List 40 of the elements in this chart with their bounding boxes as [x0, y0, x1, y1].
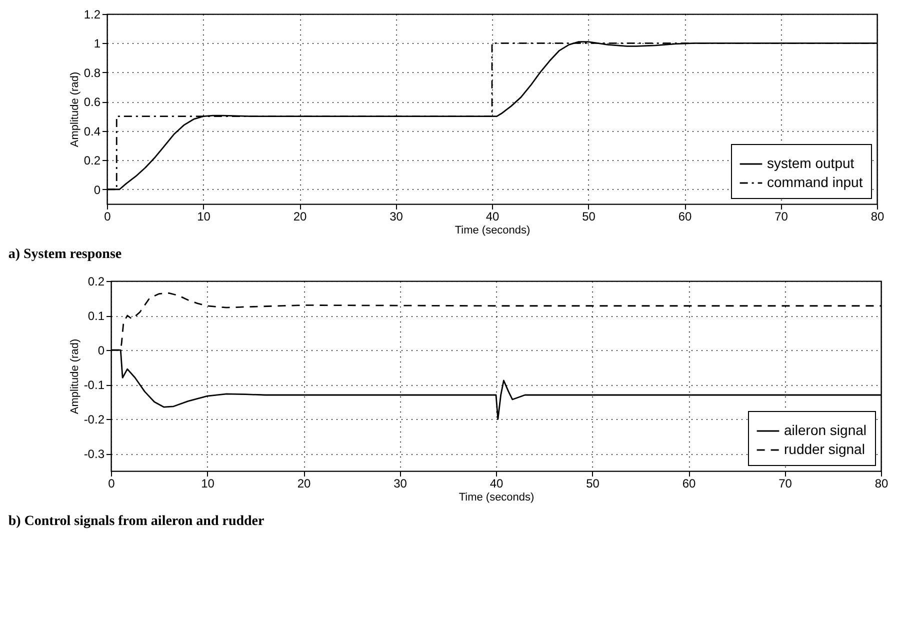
y-tick-label: -0.1 [84, 378, 105, 392]
x-tick-label: 10 [197, 210, 211, 224]
y-axis-title: Amplitude (rad) [68, 338, 81, 414]
x-tick-label: 50 [582, 210, 596, 224]
x-tick-label: 0 [108, 476, 116, 490]
x-tick-label: 80 [874, 476, 888, 490]
x-tick-label: 20 [293, 210, 307, 224]
x-tick-label: 70 [774, 210, 788, 224]
y-tick-label: 1.2 [84, 8, 101, 22]
y-axis-title: Amplitude (rad) [68, 72, 81, 148]
y-tick-label: 0.2 [84, 154, 101, 168]
legend-label: command input [767, 174, 863, 190]
text: b) Control signals from aileron and rudder [8, 514, 264, 529]
x-axis-title: Time (seconds) [454, 224, 530, 236]
y-tick-label: -0.2 [84, 412, 105, 427]
x-tick-label: 20 [297, 476, 311, 490]
y-tick-label: 0.8 [84, 66, 101, 80]
x-tick-label: 40 [486, 210, 500, 224]
x-tick-label: 60 [678, 210, 692, 224]
legend-label: system output [767, 155, 854, 171]
x-tick-label: 10 [201, 476, 215, 490]
x-tick-label: 80 [870, 210, 884, 224]
x-tick-label: 60 [682, 476, 696, 490]
y-tick-label: -0.3 [84, 447, 105, 462]
x-axis-title: Time (seconds) [458, 492, 534, 504]
x-tick-label: 30 [394, 476, 408, 490]
y-tick-label: 0.4 [84, 124, 101, 138]
legend-label: rudder signal [784, 441, 865, 457]
x-tick-label: 70 [778, 476, 792, 490]
x-tick-label: 30 [390, 210, 404, 224]
x-tick-label: 40 [490, 476, 504, 490]
y-tick-label: 1 [94, 36, 101, 51]
y-tick-label: 0.6 [84, 95, 101, 110]
y-tick-label: 0 [98, 344, 105, 358]
x-tick-label: 50 [586, 476, 600, 490]
y-tick-label: 0.2 [88, 274, 105, 288]
y-tick-label: 0 [94, 182, 101, 197]
legend-label: aileron signal [784, 422, 866, 438]
text: a) System response [8, 247, 122, 262]
y-tick-label: 0.1 [88, 309, 105, 324]
